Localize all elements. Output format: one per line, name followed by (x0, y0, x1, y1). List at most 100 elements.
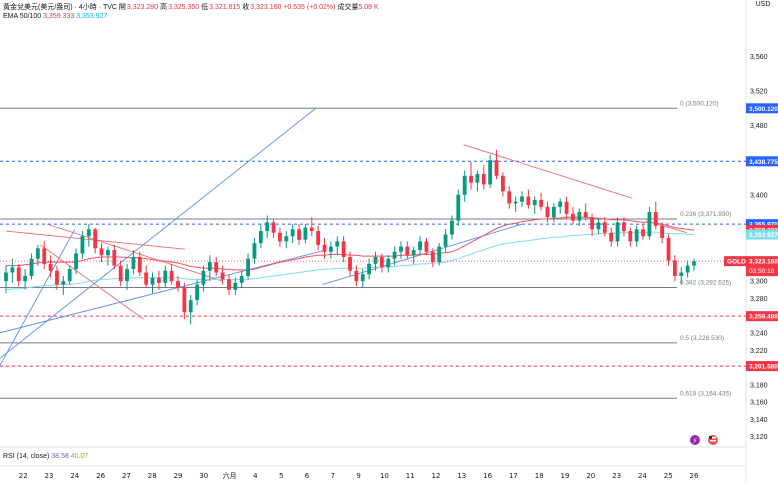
candle-body (450, 220, 454, 235)
trend-line (47, 223, 223, 282)
volume-value: 5.08 K (358, 4, 379, 11)
candle-body (227, 279, 231, 290)
candle-body (61, 281, 66, 285)
x-tick-label: 7 (331, 472, 335, 480)
candle-body (424, 241, 429, 252)
candle-body (335, 241, 340, 247)
candle-body (348, 256, 352, 271)
price-badge (746, 361, 778, 372)
trend-line (0, 108, 316, 359)
candle-body (475, 174, 480, 183)
rsi-legend[interactable]: RSI (14, close) 38.58 40.07 (3, 453, 88, 460)
current-price-badge (746, 256, 778, 277)
candle-body (278, 232, 282, 242)
candle-body (679, 272, 684, 276)
symbol-badge-label: GOLD (727, 259, 746, 266)
candle-body (150, 277, 155, 285)
candle-body (615, 222, 620, 242)
candle-body (297, 229, 301, 240)
fib-level-label: 0.5 (3,228.530) (680, 335, 724, 342)
candle-body (67, 269, 72, 282)
lightning-event-icon[interactable] (690, 435, 700, 445)
candle-body (125, 269, 129, 282)
rsi-value-1: 38.58 (51, 453, 69, 460)
y-tick-label: 3,480 (750, 123, 768, 130)
x-tick-label: 30 (199, 472, 208, 480)
ema50-value: 3,359.333 (43, 13, 75, 20)
close-value: 3,323.160 (250, 4, 282, 11)
lightning-icon-glyph: ⚡ (693, 437, 698, 445)
y-tick-label: 3,400 (750, 192, 768, 199)
time-axis[interactable]: 22 23 24 26 27 28 29 30 六月 4 5 6 7 9 10 11 12 13 16 17 18 19 2… (19, 471, 699, 480)
rsi-legend-label: RSI (14, close) (3, 453, 50, 460)
trend-line (0, 229, 76, 367)
candle-body (488, 160, 493, 185)
volume-label: 成交量 (337, 4, 359, 11)
price-badge-label: 3,500.120 (749, 106, 778, 113)
x-tick-label: 六月 (223, 471, 237, 480)
candle-body (131, 256, 136, 270)
currency-label[interactable]: USD (755, 1, 771, 8)
candle-body (666, 237, 671, 261)
x-tick-label: 22 (19, 472, 28, 480)
candle-body (322, 244, 327, 252)
candle-body (545, 206, 550, 218)
x-tick-label: 24 (70, 472, 79, 480)
ema-legend[interactable]: EMA 50/100 3,359.333 3,353.927 (3, 13, 107, 20)
candle-body (137, 256, 142, 273)
y-tick-label: 3,120 (750, 434, 768, 441)
candle-body (558, 201, 563, 207)
candle-body (265, 222, 270, 232)
candle-body (622, 222, 626, 232)
candle-body (316, 231, 321, 245)
x-tick-label: 11 (406, 472, 415, 480)
flag-canton-icon (709, 436, 712, 439)
candle-body (10, 267, 15, 273)
flag-stripe-icon (710, 440, 716, 442)
candle-body (653, 212, 658, 226)
candle-body (4, 272, 8, 282)
candle-body (220, 272, 225, 280)
symbol-header: 黃金兌美元(美元/盎司) · 4小時 · TVC 開3,323.280 高3,3… (3, 2, 379, 12)
price-badge-label: 3,201.680 (749, 364, 778, 371)
candle-body (583, 212, 588, 218)
candle-body (609, 232, 614, 242)
candle-body (596, 222, 601, 230)
candle-body (507, 191, 512, 204)
fib-level-label: 0.382 (3,292.625) (680, 280, 731, 287)
symbol-title[interactable]: 黃金兌美元(美元/盎司) · 4小時 · TVC (3, 4, 117, 11)
candle-body (80, 236, 85, 254)
candle-body (672, 260, 677, 276)
candle-body (539, 199, 544, 207)
x-tick-label: 4 (253, 472, 258, 480)
x-tick-label: 5 (279, 472, 283, 480)
y-tick-label: 3,560 (750, 54, 768, 61)
candle-body (634, 229, 639, 242)
candle-body (112, 250, 117, 266)
x-tick-label: 17 (509, 472, 518, 480)
candle-body (660, 225, 665, 238)
candle-body (246, 258, 250, 276)
candle-body (392, 251, 397, 259)
candle-body (169, 270, 174, 282)
open-label: 開 (118, 4, 126, 11)
candle-body (86, 229, 91, 237)
candle-body (360, 274, 365, 282)
candle-body (99, 248, 104, 256)
x-tick-label: 20 (586, 472, 595, 480)
change-value: +0.535 (+0.02%) (283, 4, 336, 11)
candle-body (156, 277, 161, 283)
low-value: 3,321.815 (209, 4, 241, 11)
x-tick-label: 6 (305, 472, 310, 480)
low-label: 低 (201, 4, 209, 11)
y-tick-label: 3,240 (750, 330, 768, 337)
candle-body (469, 175, 473, 183)
candle-body (182, 288, 187, 313)
x-tick-label: 29 (174, 472, 183, 480)
candle-body (303, 227, 308, 240)
candle-body (692, 261, 696, 266)
fib-level-label: 0.618 (3,164.435) (680, 390, 731, 397)
candle-body (271, 222, 276, 233)
x-tick-label: 25 (664, 472, 673, 480)
